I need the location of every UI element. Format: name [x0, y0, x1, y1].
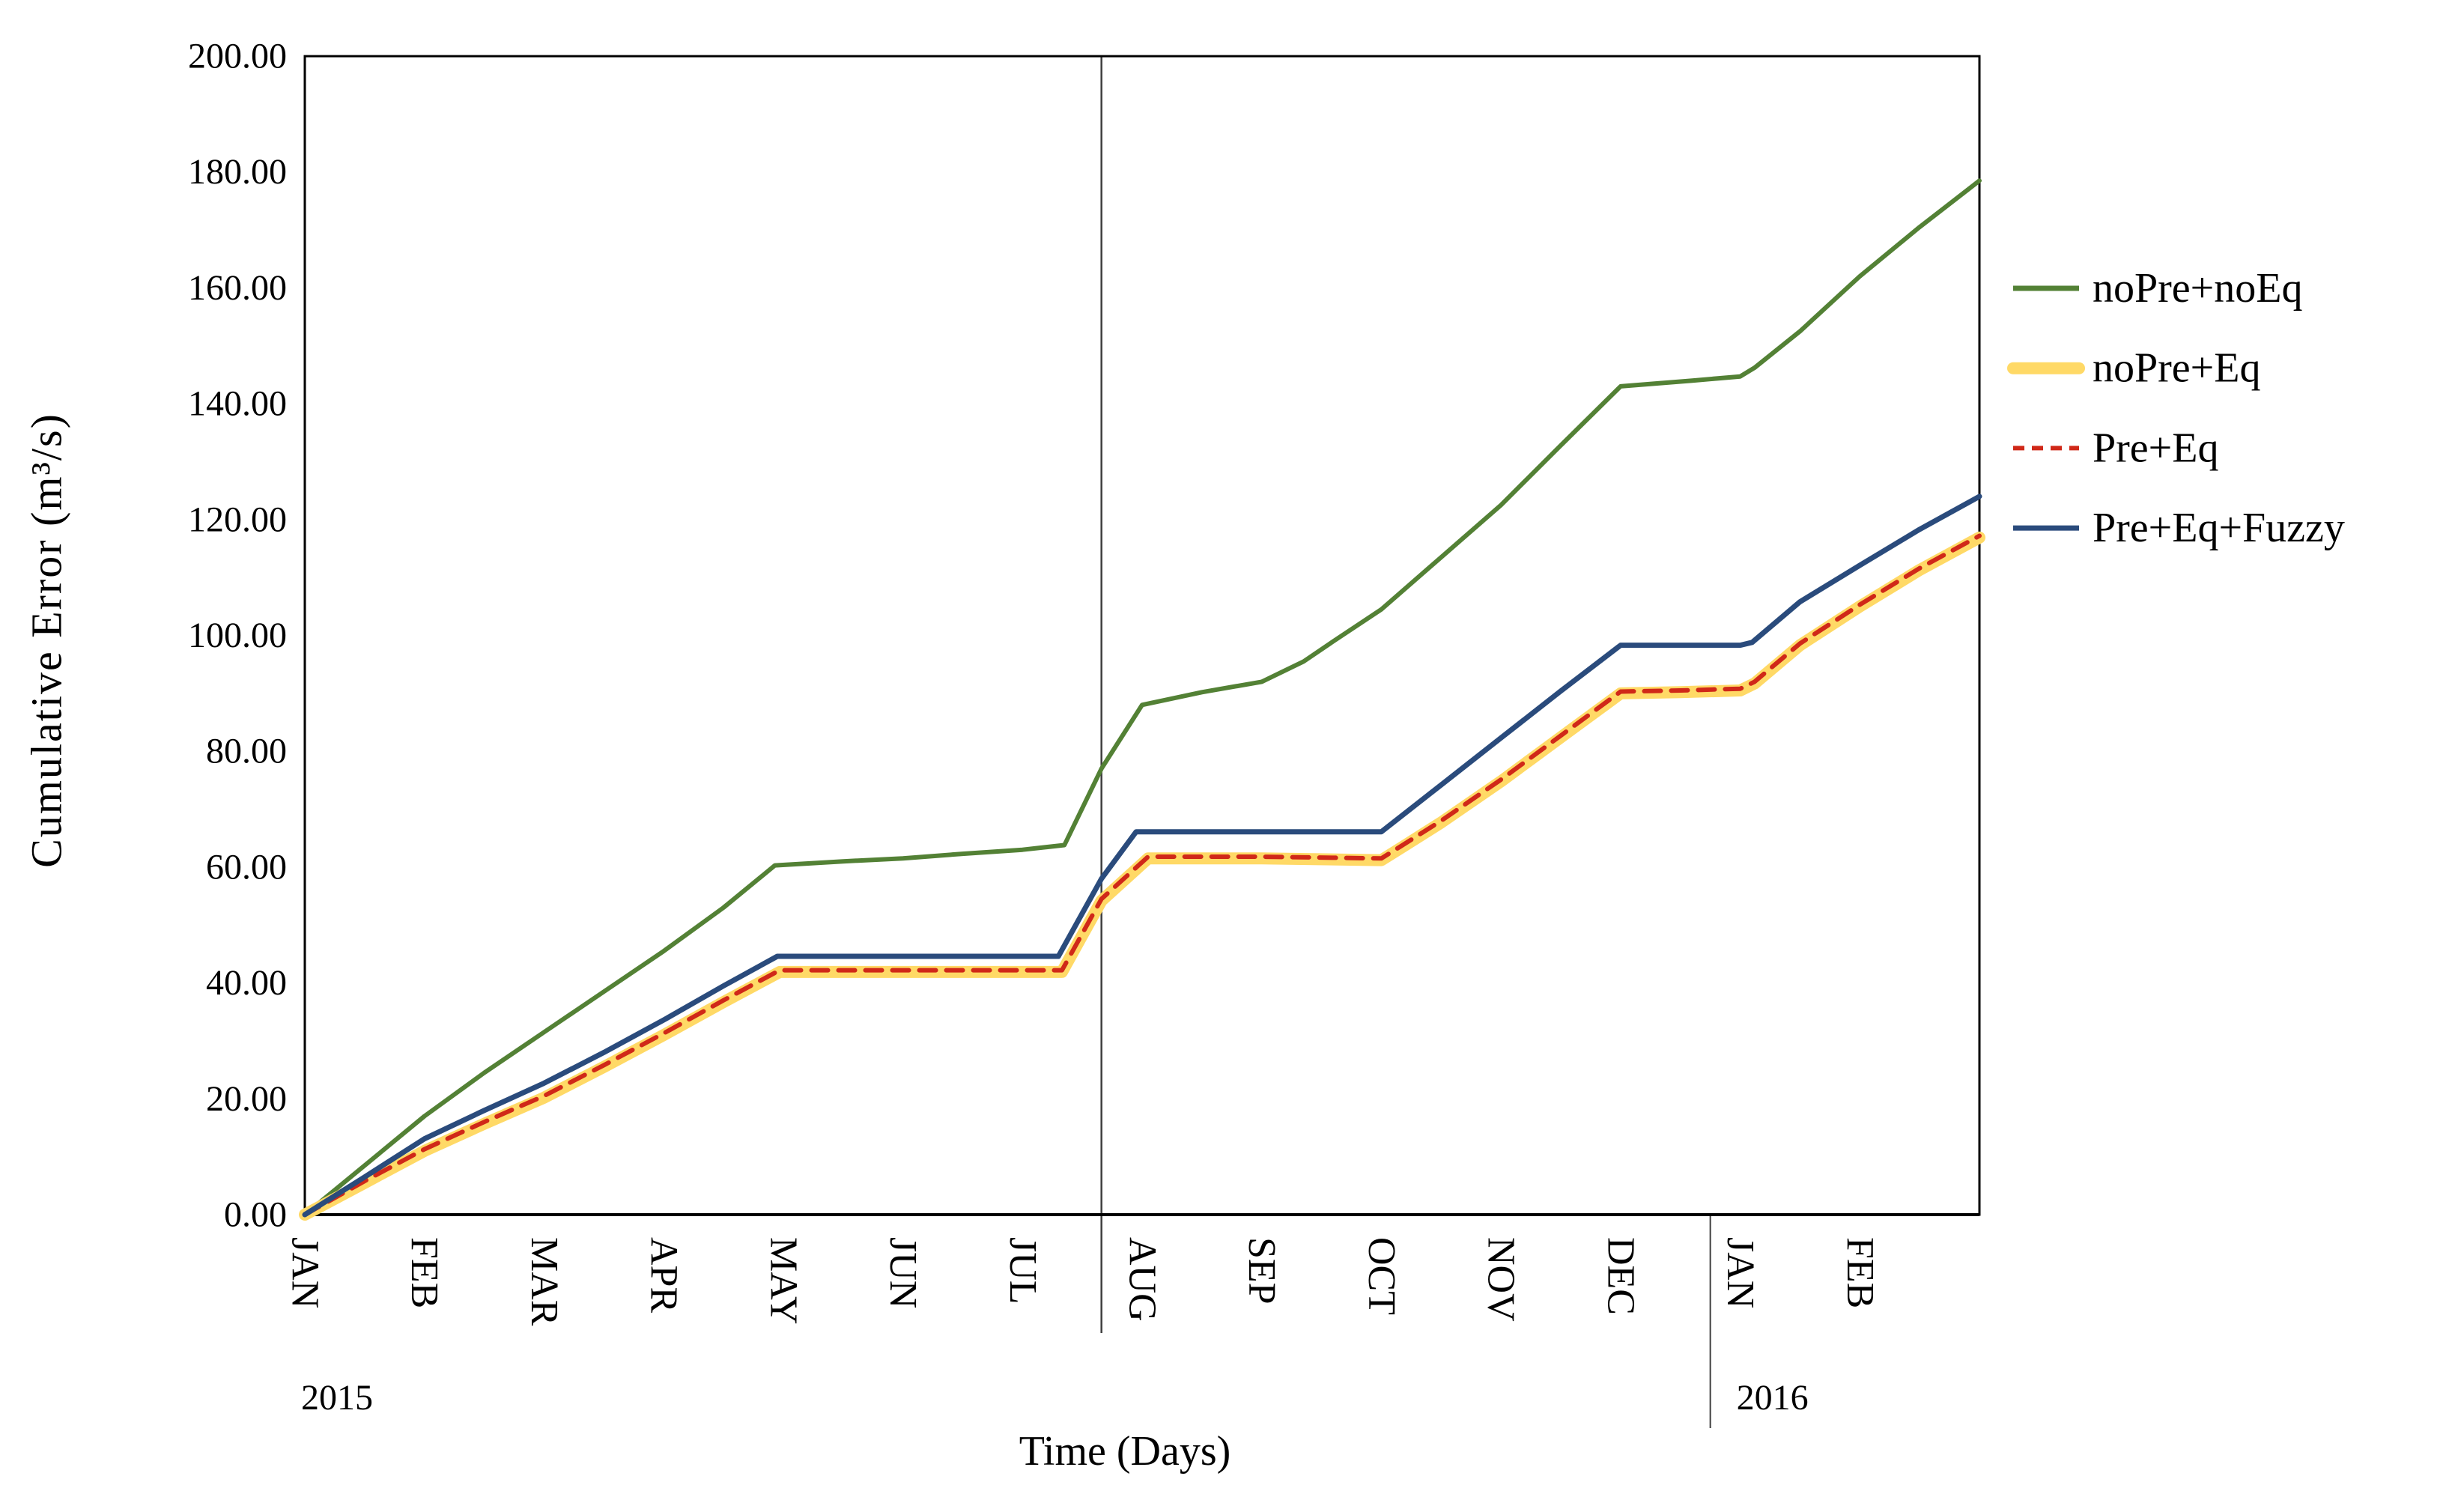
y-tick-label: 40.00 — [206, 963, 287, 1003]
y-axis-title: Cumulative Error (m³/s) — [22, 413, 71, 868]
legend-label: Pre+Eq — [2093, 425, 2218, 471]
series-line-nopre-noeq — [303, 178, 1982, 1217]
x-tick-month-label: MAY — [762, 1237, 804, 1325]
x-axis-year-labels: 2015 2016 — [301, 1378, 1809, 1418]
y-tick-label: 0.00 — [224, 1195, 287, 1235]
y-tick-label: 20.00 — [206, 1079, 287, 1119]
y-tick-label: 200.00 — [188, 37, 287, 76]
plot-area-border — [303, 55, 1981, 1216]
y-tick-label: 100.00 — [188, 616, 287, 655]
series-line-nopre-eq — [299, 531, 1985, 1221]
x-axis-month-labels: JAN FEB MAR APR MAY JUN JUL AUG SEP OCT NOV DEC JAN F… — [284, 1237, 1881, 1326]
x-tick-month-label: MAR — [523, 1237, 565, 1326]
series-line-pre-eq — [303, 533, 1982, 1217]
x-tick-month-label: JAN — [1719, 1237, 1761, 1308]
x-tick-month-label: JUN — [881, 1237, 924, 1308]
year-label: 2015 — [301, 1378, 373, 1418]
x-tick-month-label: JUL — [1001, 1237, 1044, 1305]
x-tick-month-label: OCT — [1360, 1237, 1403, 1315]
year-label: 2016 — [1737, 1378, 1809, 1418]
legend-item-nopre-noeq: noPre+noEq — [2013, 265, 2302, 312]
legend: noPre+noEq noPre+Eq Pre+Eq Pre+Eq+Fuzzy — [2007, 265, 2345, 551]
x-tick-month-label: FEB — [403, 1237, 446, 1308]
legend-label: noPre+Eq — [2093, 345, 2260, 392]
y-axis-tick-labels: 0.00 20.00 40.00 60.00 80.00 100.00 120.00 140.… — [188, 37, 287, 1235]
series-line-pre-eq-fuzzy — [302, 494, 1982, 1218]
x-tick-month-label: AUG — [1121, 1237, 1164, 1322]
legend-item-nopre-eq: noPre+Eq — [2007, 345, 2260, 392]
x-tick-month-label: NOV — [1480, 1237, 1523, 1322]
legend-label: Pre+Eq+Fuzzy — [2093, 505, 2345, 551]
divider-lines — [1100, 56, 1711, 1428]
x-tick-month-label: APR — [643, 1237, 685, 1313]
legend-item-pre-eq: Pre+Eq — [2013, 425, 2218, 471]
y-tick-label: 60.00 — [206, 847, 287, 887]
x-tick-month-label: JAN — [284, 1237, 327, 1308]
data-series-lines — [299, 178, 1985, 1221]
x-tick-month-label: SEP — [1240, 1237, 1283, 1305]
legend-item-pre-eq-fuzzy: Pre+Eq+Fuzzy — [2013, 505, 2345, 551]
y-tick-label: 140.00 — [188, 384, 287, 424]
x-tick-month-label: DEC — [1599, 1237, 1642, 1315]
y-tick-label: 180.00 — [188, 152, 287, 192]
y-tick-label: 160.00 — [188, 268, 287, 308]
y-tick-label: 80.00 — [206, 732, 287, 771]
legend-label: noPre+noEq — [2093, 265, 2302, 312]
x-axis-title: Time (Days) — [1019, 1428, 1231, 1475]
y-tick-label: 120.00 — [188, 499, 287, 539]
x-tick-month-label: FEB — [1839, 1237, 1881, 1308]
